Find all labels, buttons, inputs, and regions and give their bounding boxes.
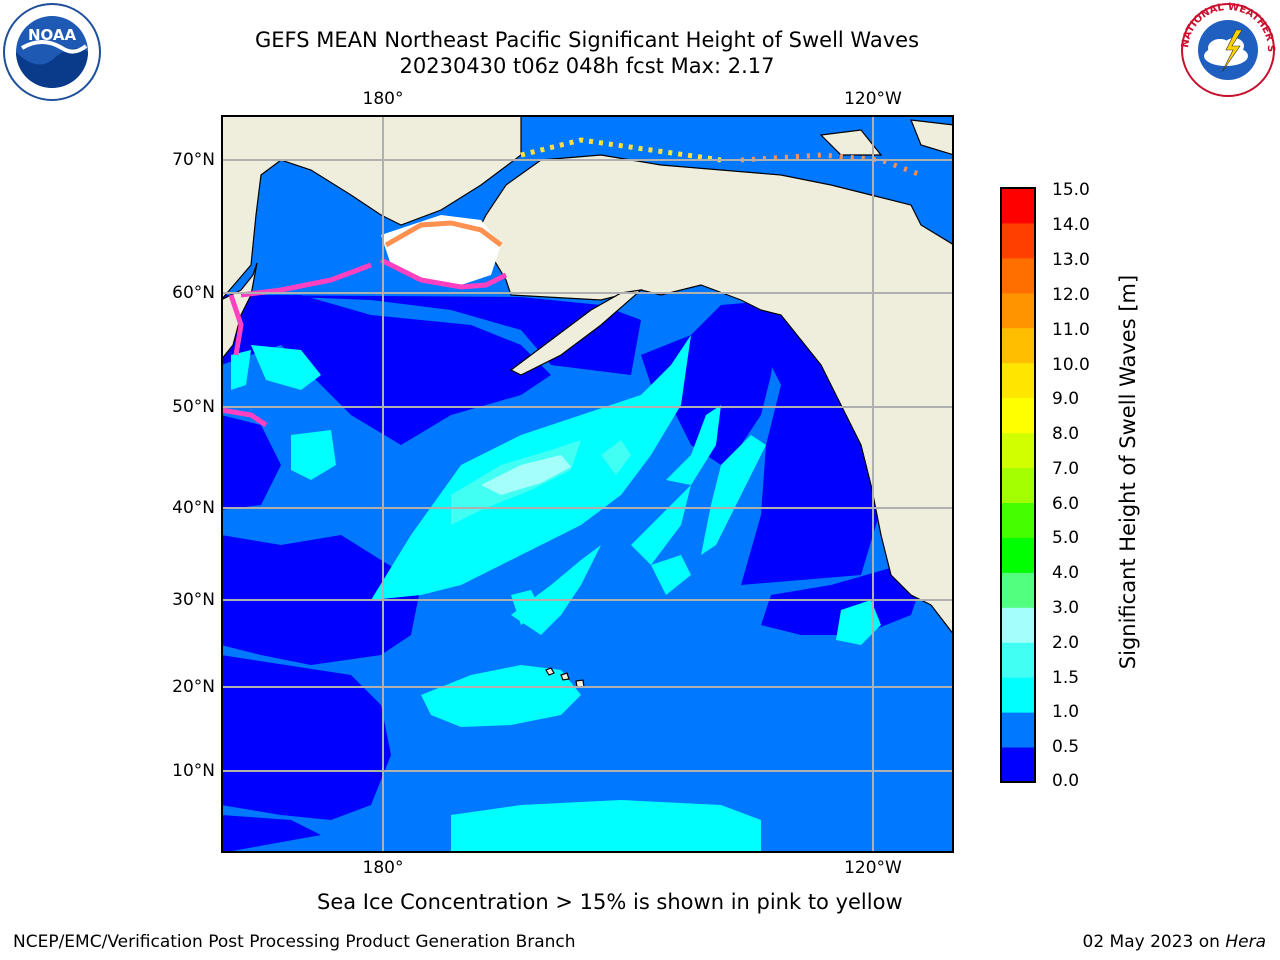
lat-label-40n: 40°N: [172, 498, 215, 518]
colorbar-frame: [1000, 187, 1036, 783]
colorbar-tick: 2.0: [1052, 633, 1080, 653]
colorbar-segment: [1001, 257, 1035, 294]
colorbar-segment: [1001, 747, 1035, 783]
lat-label-20n: 20°N: [172, 677, 215, 697]
map-frame: [221, 115, 954, 853]
lon-label-180-bottom: 180°: [362, 858, 404, 878]
ocean-band-2.0-3.0: [481, 455, 571, 495]
chart-subtitle: 20230430 t06z 048h fcst Max: 2.17: [399, 54, 775, 78]
lon-label-120w-top: 120°W: [844, 89, 902, 109]
colorbar-segment: [1001, 712, 1035, 748]
lon-label-180-top: 180°: [362, 89, 404, 109]
colorbar-tick: 1.5: [1052, 668, 1080, 688]
colorbar-segment: [1001, 642, 1035, 678]
colorbar-segment: [1001, 572, 1035, 608]
colorbar-tick: 0.0: [1052, 771, 1080, 791]
colorbar-segment: [1001, 188, 1035, 224]
colorbar-segment: [1001, 537, 1035, 573]
swell-height-map: [221, 115, 954, 853]
colorbar-segment: [1001, 607, 1035, 643]
colorbar-segment: [1001, 397, 1035, 434]
colorbar-segment: [1001, 502, 1035, 538]
colorbar-segment: [1001, 677, 1035, 713]
footer-date: 02 May 2023 on Hera: [1083, 932, 1267, 952]
colorbar-tick: 15.0: [1052, 180, 1090, 200]
colorbar-segment: [1001, 292, 1035, 329]
land: [221, 115, 954, 688]
footer-producer: NCEP/EMC/Verification Post Processing Pr…: [13, 932, 576, 952]
colorbar-tick: 11.0: [1052, 320, 1090, 340]
colorbar-tick: 5.0: [1052, 528, 1080, 548]
colorbar-segment: [1001, 362, 1035, 399]
colorbar-tick: 7.0: [1052, 459, 1080, 479]
colorbar-segment: [1001, 467, 1035, 503]
sea-ice-note: Sea Ice Concentration > 15% is shown in …: [317, 890, 903, 914]
colorbar: [1000, 187, 1036, 783]
colorbar-tick: 8.0: [1052, 424, 1080, 444]
footer-machine: Hera: [1225, 932, 1266, 952]
lat-label-60n: 60°N: [172, 283, 215, 303]
colorbar-segment: [1001, 327, 1035, 364]
colorbar-tick: 6.0: [1052, 494, 1080, 514]
lon-label-120w-bottom: 120°W: [844, 858, 902, 878]
lat-label-30n: 30°N: [172, 590, 215, 610]
colorbar-tick: 14.0: [1052, 215, 1090, 235]
svg-text:NOAA: NOAA: [28, 26, 77, 44]
footer-date-text: 02 May 2023 on: [1082, 932, 1220, 952]
colorbar-tick: 3.0: [1052, 598, 1080, 618]
colorbar-tick: 1.0: [1052, 702, 1080, 722]
colorbar-tick: 12.0: [1052, 285, 1090, 305]
colorbar-tick: 13.0: [1052, 250, 1090, 270]
colorbar-segment: [1001, 222, 1035, 259]
colorbar-tick: 10.0: [1052, 355, 1090, 375]
colorbar-tick: 9.0: [1052, 389, 1080, 409]
noaa-logo: NOAA: [2, 2, 102, 102]
colorbar-label: Significant Height of Swell Waves [m]: [1116, 274, 1140, 670]
lat-label-50n: 50°N: [172, 397, 215, 417]
graticule: [221, 115, 954, 853]
colorbar-segment: [1001, 432, 1035, 469]
chart-title: GEFS MEAN Northeast Pacific Significant …: [254, 28, 920, 52]
colorbar-tick: 4.0: [1052, 563, 1080, 583]
lat-label-10n: 10°N: [172, 761, 215, 781]
nws-logo: NATIONAL WEATHER SERVICE: [1172, 0, 1280, 100]
lat-label-70n: 70°N: [172, 150, 215, 170]
colorbar-tick: 0.5: [1052, 737, 1080, 757]
